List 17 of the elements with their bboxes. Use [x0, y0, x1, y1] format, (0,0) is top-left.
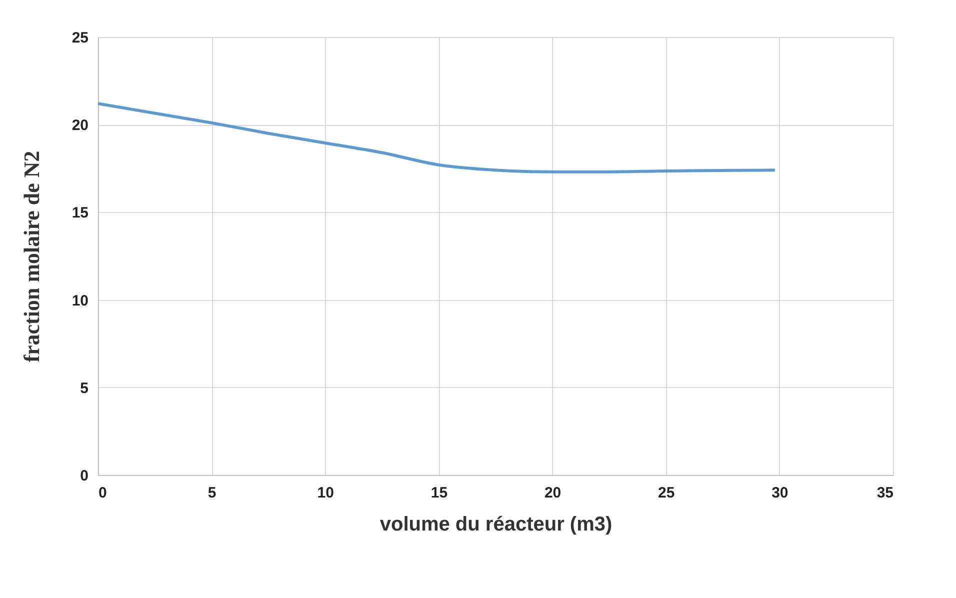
y-tick-label: 5 — [80, 380, 88, 397]
y-axis-title: fraction molaire de N2 — [18, 150, 44, 362]
x-axis-title: volume du réacteur (m3) — [380, 514, 612, 536]
y-tick-label: 25 — [72, 30, 88, 46]
y-tick-label: 20 — [72, 117, 88, 134]
y-tick-label: 15 — [72, 204, 88, 222]
line-series — [96, 102, 776, 174]
y-tick-label: 0 — [80, 468, 88, 484]
x-tick-label: 5 — [208, 484, 216, 502]
x-tick-label: 35 — [876, 484, 894, 502]
y-tick-label: 10 — [72, 292, 88, 310]
x-tick-label: 15 — [430, 484, 448, 502]
x-tick-label: 25 — [658, 484, 675, 502]
x-tick-label: 30 — [772, 484, 788, 502]
x-tick-label: 10 — [317, 484, 334, 502]
x-tick-label: 0 — [98, 484, 107, 502]
x-tick-label: 20 — [544, 484, 562, 502]
